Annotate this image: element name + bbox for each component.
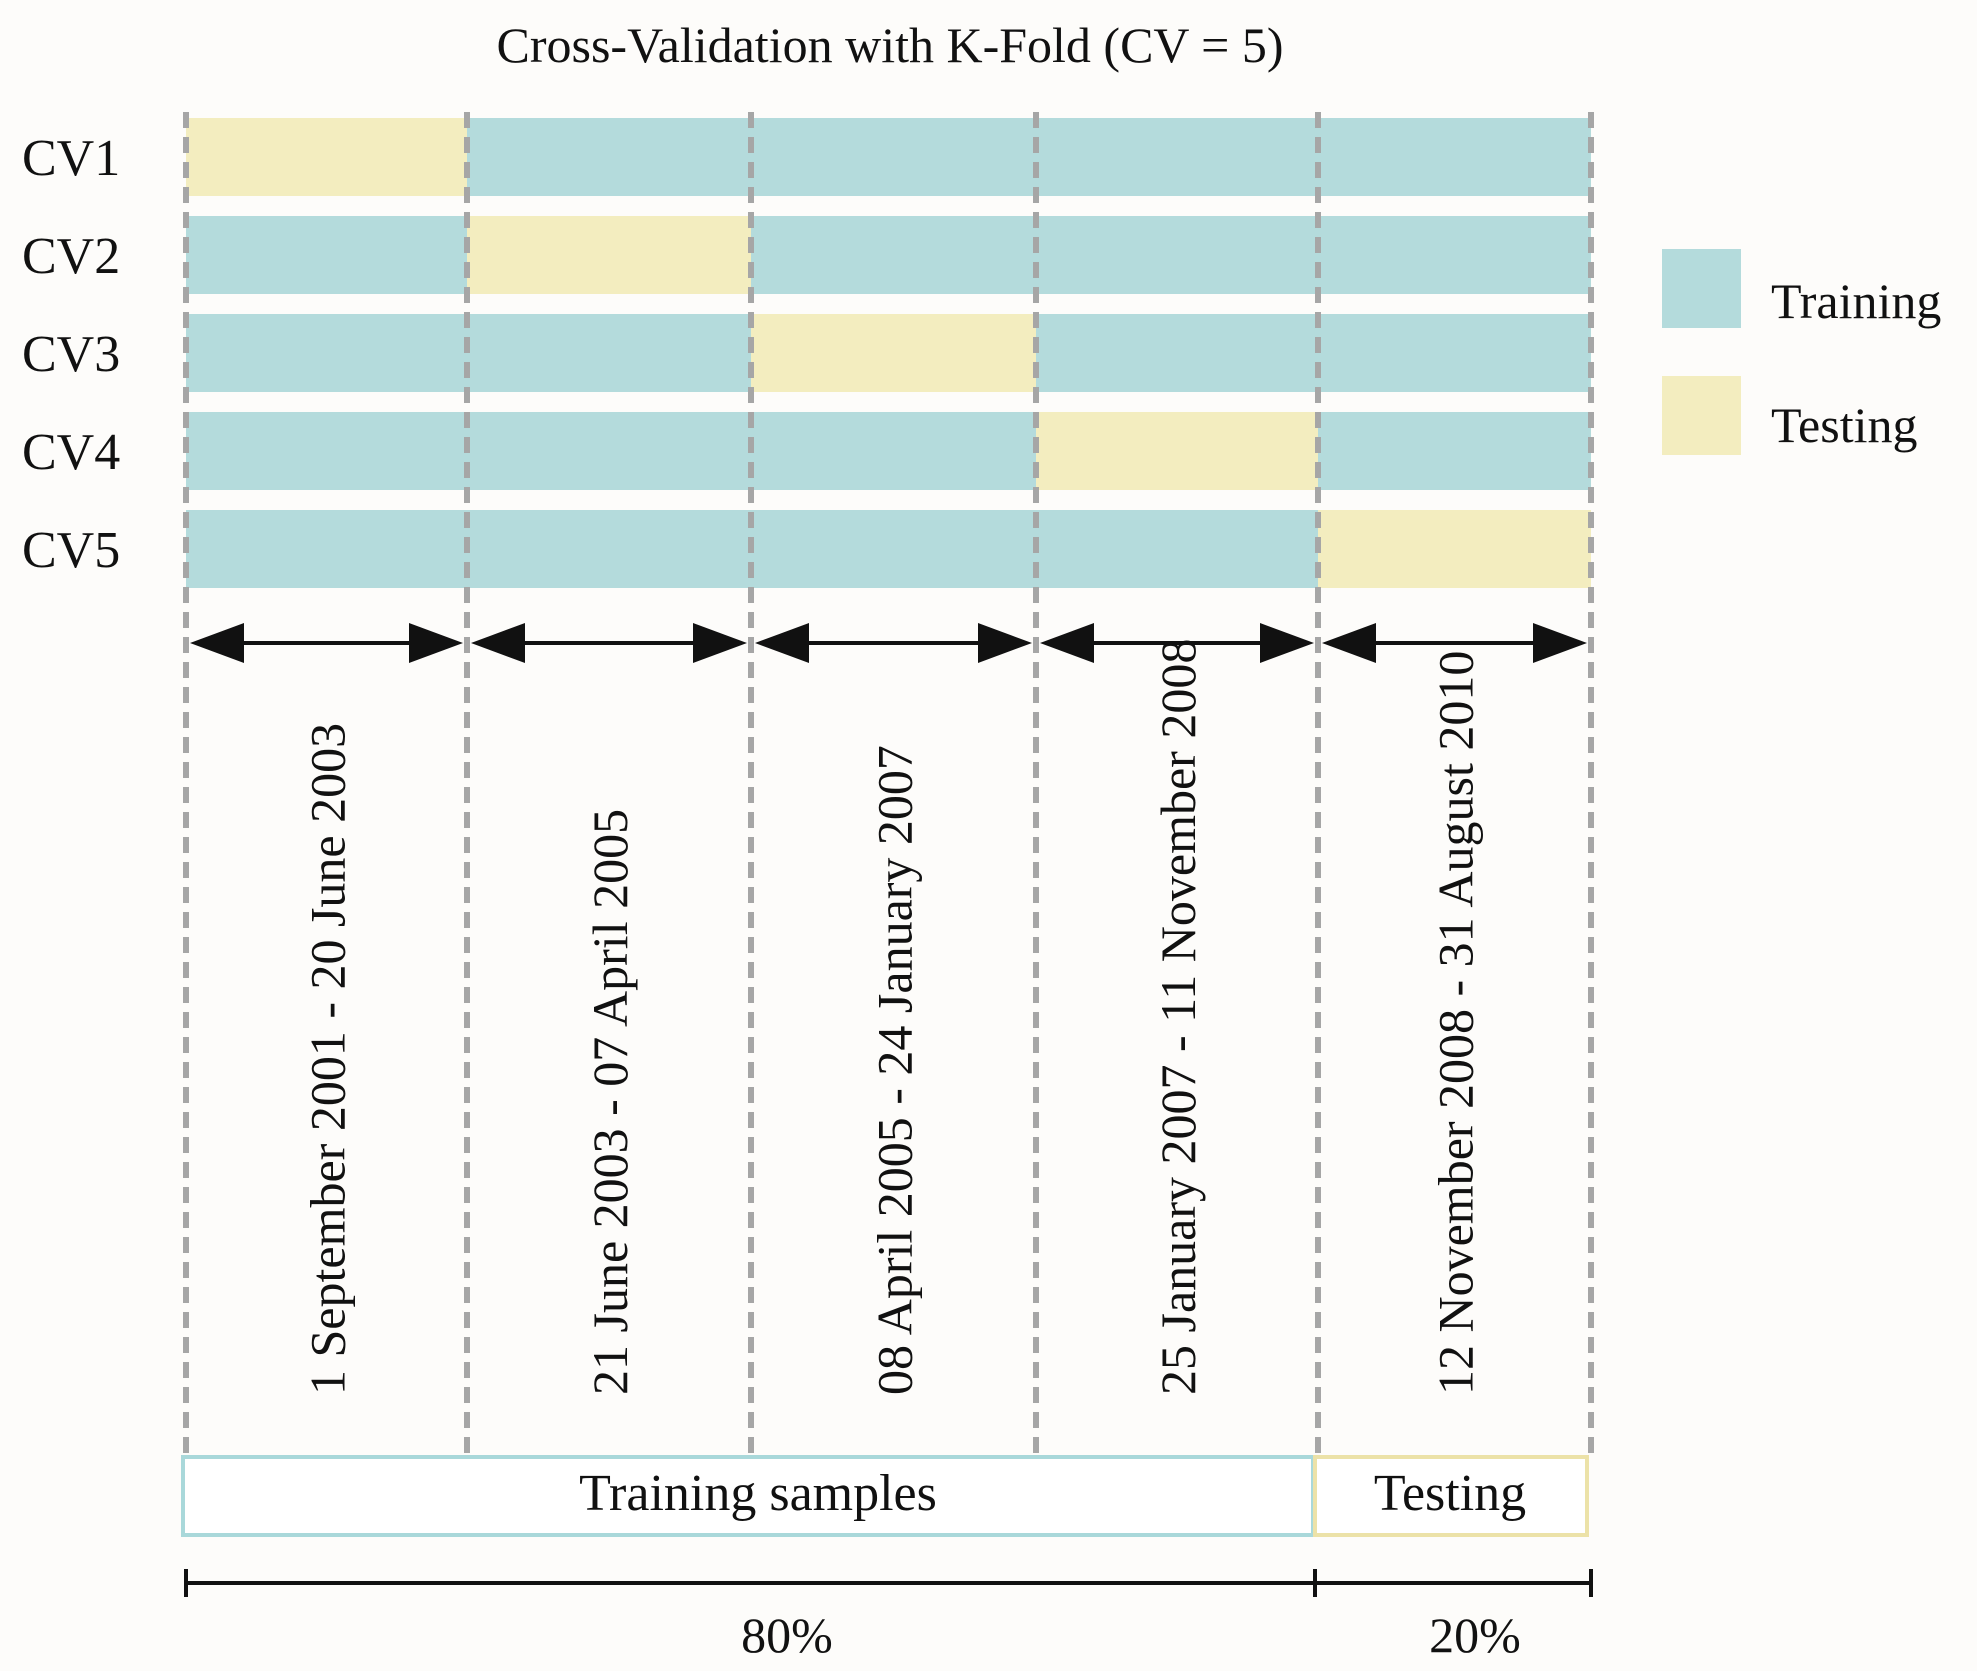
fold-label: CV5 xyxy=(22,522,120,579)
split-boxes: Training samples Testing xyxy=(181,1455,1589,1537)
training-block xyxy=(1318,216,1591,294)
training-block xyxy=(751,216,1036,294)
arrow-head-right xyxy=(1260,623,1314,663)
segment-arrow xyxy=(471,623,747,663)
training-block xyxy=(751,118,1036,196)
diagram-title: Cross-Validation with K-Fold (CV = 5) xyxy=(497,17,1284,73)
arrow-head-right xyxy=(409,623,463,663)
testing-block xyxy=(1318,510,1591,588)
arrow-head-left xyxy=(1040,623,1094,663)
period-label-4: 25 January 2007 - 11 November 2008 xyxy=(1150,639,1206,1395)
segment-arrows xyxy=(190,623,1587,663)
testing-block xyxy=(751,314,1036,392)
fold-label: CV1 xyxy=(22,130,120,187)
testing-block xyxy=(467,216,751,294)
fold-row-cv3: CV3 xyxy=(22,314,1591,392)
percent-scale: 80% 20% xyxy=(184,1569,1593,1663)
fold-row-cv1: CV1 xyxy=(22,118,1591,196)
segment-arrow xyxy=(1040,623,1314,663)
training-block xyxy=(1036,216,1318,294)
training-block xyxy=(467,314,751,392)
testing-percent: 20% xyxy=(1429,1607,1521,1663)
segment-arrow xyxy=(1322,623,1587,663)
testing-block xyxy=(186,118,467,196)
legend-swatch-testing xyxy=(1662,376,1741,455)
training-samples-label: Training samples xyxy=(579,1465,937,1522)
training-block xyxy=(186,412,467,490)
training-block xyxy=(186,216,467,294)
period-label-1: 1 September 2001 - 20 June 2003 xyxy=(300,723,356,1395)
training-block xyxy=(1318,412,1591,490)
training-block xyxy=(467,412,751,490)
testing-block xyxy=(1036,412,1318,490)
training-block xyxy=(1036,118,1318,196)
arrow-head-right xyxy=(978,623,1032,663)
training-block xyxy=(1318,118,1591,196)
period-label-2: 21 June 2003 - 07 April 2005 xyxy=(582,809,638,1395)
arrow-head-left xyxy=(471,623,525,663)
training-block xyxy=(1318,314,1591,392)
fold-rows: CV1 CV2 CV3 CV4 CV5 xyxy=(22,118,1591,588)
training-block xyxy=(1036,510,1318,588)
arrow-head-left xyxy=(755,623,809,663)
legend-swatch-training xyxy=(1662,249,1741,328)
period-label-5: 12 November 2008 - 31 August 2010 xyxy=(1428,651,1484,1395)
arrow-head-left xyxy=(1322,623,1376,663)
segment-arrow xyxy=(755,623,1032,663)
training-block xyxy=(186,510,467,588)
fold-label: CV2 xyxy=(22,228,120,285)
fold-label: CV4 xyxy=(22,424,120,481)
segment-arrow xyxy=(190,623,463,663)
arrow-head-left xyxy=(190,623,244,663)
training-block xyxy=(751,510,1036,588)
legend: Training Testing xyxy=(1662,249,1941,455)
fold-label: CV3 xyxy=(22,326,120,383)
legend-label-testing: Testing xyxy=(1771,397,1917,453)
legend-label-training: Training xyxy=(1771,273,1941,329)
training-block xyxy=(751,412,1036,490)
arrow-head-right xyxy=(1533,623,1587,663)
period-labels: 1 September 2001 - 20 June 2003 21 June 2… xyxy=(300,639,1484,1395)
testing-box-label: Testing xyxy=(1374,1465,1526,1522)
fold-row-cv4: CV4 xyxy=(22,412,1591,490)
testing-box xyxy=(1313,1455,1589,1537)
training-block xyxy=(1036,314,1318,392)
training-block xyxy=(186,314,467,392)
period-label-3: 08 April 2005 - 24 January 2007 xyxy=(867,745,923,1395)
fold-row-cv5: CV5 xyxy=(22,510,1591,588)
training-block xyxy=(467,510,751,588)
training-block xyxy=(467,118,751,196)
fold-row-cv2: CV2 xyxy=(22,216,1591,294)
arrow-head-right xyxy=(693,623,747,663)
training-percent: 80% xyxy=(741,1607,833,1663)
